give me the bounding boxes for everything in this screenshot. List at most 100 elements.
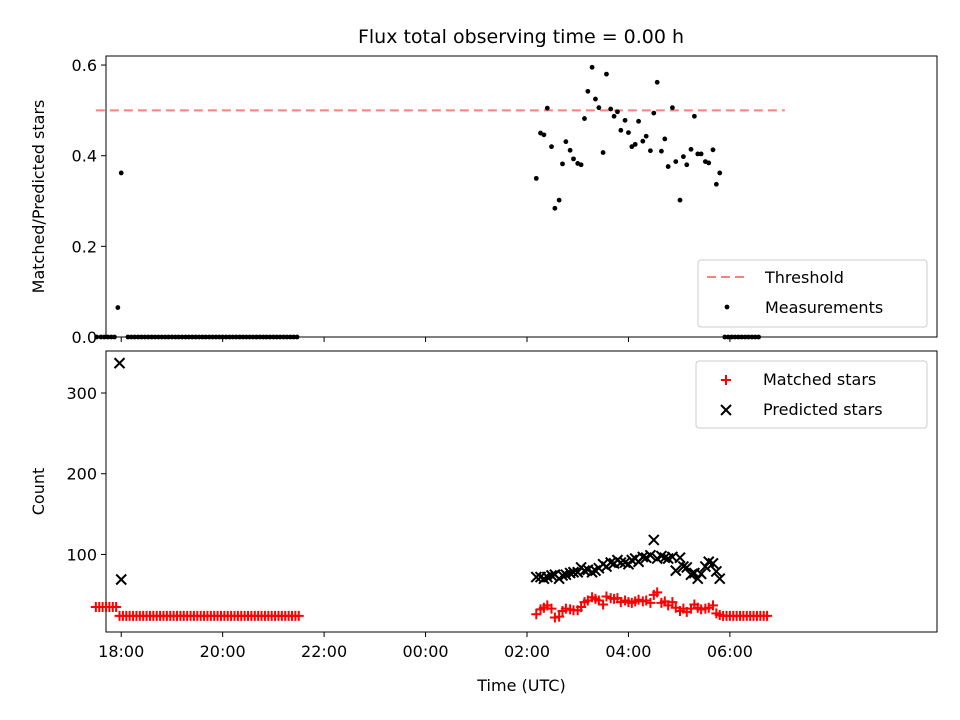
predicted-stars-point — [538, 572, 550, 585]
measurement-point — [732, 334, 738, 340]
measurement-point — [608, 106, 614, 112]
legend: Matched stars Predicted stars — [695, 360, 928, 429]
measurement-point — [240, 334, 246, 340]
measurement-point — [665, 164, 671, 169]
predicted-stars-point — [644, 549, 657, 561]
predicted-stars-point — [572, 566, 584, 578]
y-tick-label: 0.0 — [72, 328, 97, 347]
measurement-point — [669, 105, 675, 111]
measurement-point — [582, 116, 587, 121]
measurement-point — [752, 334, 758, 340]
measurement-point — [287, 334, 293, 340]
legend-measurements-swatch — [724, 304, 730, 310]
y-tick-label: 0.2 — [72, 237, 97, 256]
measurement-point — [189, 334, 195, 340]
predicted-stars-point — [556, 569, 569, 582]
measurement-point — [725, 334, 731, 340]
measurement-point — [722, 334, 728, 340]
measurement-point — [183, 334, 188, 340]
x-tick-label: 18:00 — [98, 642, 144, 661]
matched-stars-point — [554, 611, 565, 622]
measurement-point — [101, 334, 107, 340]
predicted-stars-point — [695, 568, 707, 580]
measurement-point — [128, 334, 134, 340]
matched-stars-point — [652, 587, 663, 598]
y-tick-label: 0.6 — [72, 56, 97, 75]
predicted-stars-point — [604, 556, 617, 569]
measurement-point — [629, 144, 635, 150]
x-tick-label: 06:00 — [707, 642, 753, 661]
measurement-point — [717, 170, 723, 176]
measurement-point — [552, 205, 558, 211]
predicted-stars-point — [113, 357, 126, 369]
measurement-point — [156, 334, 161, 340]
predicted-stars-point — [567, 566, 580, 578]
measurement-point — [688, 146, 694, 152]
predicted-stars-point — [699, 560, 712, 573]
measurement-point — [585, 88, 591, 94]
measurement-point — [139, 334, 144, 340]
measurement-point — [673, 159, 679, 165]
measurement-point — [622, 117, 628, 123]
x-tick-label: 02:00 — [504, 642, 550, 661]
measurement-point — [210, 334, 215, 340]
measurement-point — [176, 334, 182, 340]
measurement-point — [250, 334, 256, 340]
measurement-point — [112, 334, 117, 340]
measurement-point — [549, 144, 554, 150]
measurement-point — [632, 141, 638, 147]
predicted-stars-point — [648, 534, 660, 546]
measurement-point — [541, 132, 547, 138]
measurement-point — [593, 96, 598, 102]
axes-frame — [105, 350, 938, 633]
measurement-point — [651, 110, 657, 116]
measurement-point — [729, 334, 734, 340]
predicted-stars-point — [710, 565, 723, 578]
measurement-point — [162, 334, 168, 340]
measurement-point — [94, 334, 100, 340]
measurement-point — [243, 334, 249, 340]
measurement-point — [223, 334, 229, 340]
measurement-point — [135, 334, 141, 340]
y-tick-label: 300 — [66, 384, 97, 403]
measurement-point — [571, 156, 576, 162]
predicted-stars-point — [670, 564, 682, 577]
measurement-point — [659, 148, 664, 154]
measurement-point — [746, 334, 751, 340]
measurement-point — [735, 334, 741, 340]
y-axis-label: Matched/Predicted stars — [29, 100, 48, 294]
measurement-point — [98, 334, 104, 340]
measurement-point — [713, 181, 719, 187]
measurement-point — [206, 334, 212, 340]
axes-frame — [105, 55, 938, 338]
measurement-point — [615, 109, 620, 115]
x-tick-label: 00:00 — [402, 642, 448, 661]
measurement-point — [196, 334, 202, 340]
measurement-point — [648, 148, 653, 154]
predicted-stars-point — [692, 572, 704, 585]
chart-title: Flux total observing time = 0.00 h — [358, 26, 684, 48]
measurement-point — [118, 170, 124, 176]
legend-threshold-label: Threshold — [764, 268, 844, 287]
measurement-point — [756, 334, 762, 340]
measurement-point — [284, 334, 290, 340]
predicted-stars-point — [707, 557, 719, 570]
x-tick-label: 20:00 — [200, 642, 246, 661]
legend-box — [697, 259, 928, 328]
y-axis-label: Count — [29, 468, 48, 516]
measurement-point — [270, 334, 276, 340]
measurement-point — [227, 334, 232, 340]
measurement-point — [159, 334, 165, 340]
measurement-point — [260, 334, 266, 340]
predicted-stars-point — [619, 556, 631, 569]
measurement-point — [105, 334, 111, 340]
predicted-stars-point — [115, 573, 127, 586]
measurement-point — [677, 197, 683, 203]
measurement-point — [179, 334, 185, 340]
legend-predicted-swatch — [720, 404, 732, 416]
legend-measurements-label: Measurements — [765, 298, 883, 317]
legend-matched-swatch — [721, 375, 731, 385]
x-axis-label: Time (UTC) — [476, 676, 565, 695]
measurement-point — [742, 334, 748, 340]
measurement-point — [596, 105, 602, 111]
